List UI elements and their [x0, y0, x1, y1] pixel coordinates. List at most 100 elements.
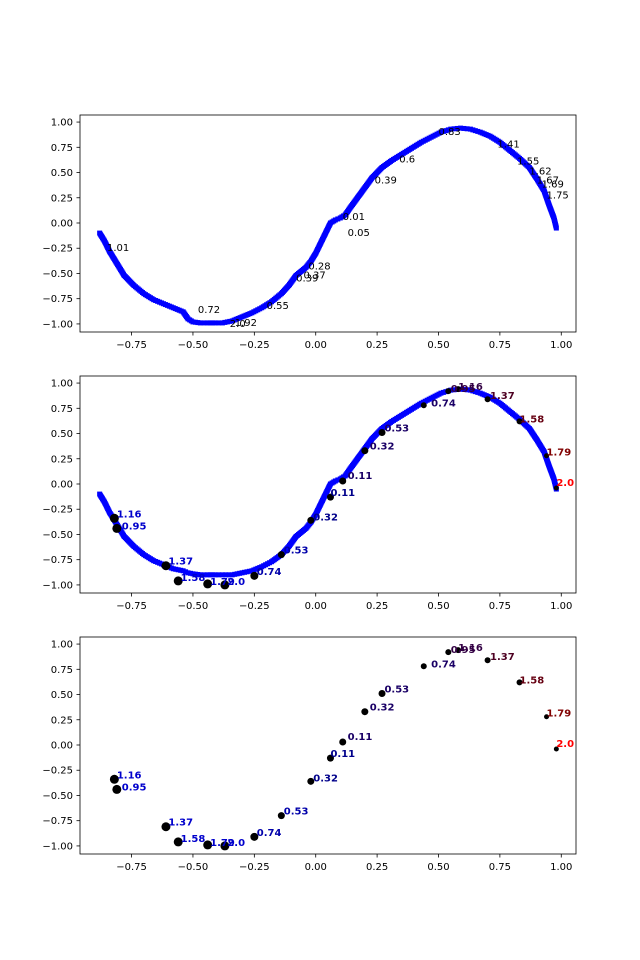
- y-tick-label: 0.00: [51, 218, 73, 229]
- axes-frame: [79, 114, 577, 333]
- y-tick-label: −1.00: [42, 841, 73, 852]
- data-point: [307, 516, 315, 524]
- point-label: 0.01: [343, 212, 365, 223]
- x-tick-label: −0.75: [116, 340, 147, 351]
- x-tick-label: 0.75: [489, 340, 511, 351]
- curve-marker: [219, 572, 225, 578]
- data-point: [553, 485, 559, 491]
- data-point: [250, 571, 259, 580]
- point-label: 0.74: [257, 567, 282, 578]
- point-label: 0.05: [348, 228, 370, 239]
- x-tick-label: −0.50: [178, 862, 209, 873]
- data-point: [203, 579, 213, 589]
- subplot-middle: −0.75 −0.50 −0.25 0.00 0.25 0.50 0.75 1.00 −1.00…: [42, 375, 577, 612]
- x-tick-label: 0.75: [489, 862, 511, 873]
- x-tick-label: −0.50: [178, 340, 209, 351]
- point-label: 1.55: [517, 156, 539, 167]
- data-point: [420, 402, 427, 409]
- point-label: 1.69: [542, 180, 564, 191]
- curve-marker: [451, 126, 457, 132]
- subplot-bottom: −0.75 −0.50 −0.25 0.00 0.25 0.50 0.75 1.00 −1.00…: [42, 636, 577, 873]
- data-point: [553, 746, 559, 752]
- data-point: [361, 447, 369, 455]
- data-point: [455, 386, 462, 393]
- axes-frame: [79, 636, 577, 855]
- point-label: 0.11: [330, 488, 355, 499]
- y-tick-label: 0.75: [51, 404, 73, 415]
- x-tick-label: 1.00: [550, 601, 572, 612]
- curve-marker: [212, 320, 218, 326]
- data-point: [378, 690, 386, 698]
- x-tick-label: 0.00: [305, 601, 327, 612]
- point-label: 1.92: [235, 318, 257, 329]
- y-tick-label: 0.75: [51, 665, 73, 676]
- curve-marker: [197, 572, 203, 578]
- data-point: [484, 657, 491, 664]
- y-tick-label: −0.50: [42, 269, 73, 280]
- data-point: [109, 513, 119, 523]
- y-tick-label: 0.00: [51, 740, 73, 751]
- curve-marker: [226, 572, 232, 578]
- point-label: 2.0: [227, 577, 245, 588]
- point-label: 0.32: [313, 773, 338, 784]
- data-point: [544, 453, 550, 459]
- point-label: 1.79: [210, 577, 235, 588]
- x-tick-label: 0.00: [305, 862, 327, 873]
- x-tick-label: 1.00: [550, 340, 572, 351]
- x-tick-label: 0.25: [366, 601, 388, 612]
- data-point: [484, 396, 491, 403]
- point-label: 2.0: [556, 739, 574, 750]
- curve-marker: [201, 572, 207, 578]
- curve-marker: [464, 126, 470, 132]
- y-tick-label: −0.75: [42, 555, 73, 566]
- y-tick-label: 0.50: [51, 690, 73, 701]
- point-label: 1.16: [117, 509, 142, 520]
- point-label: 2.0: [556, 478, 574, 489]
- point-label: 0.28: [308, 261, 330, 272]
- x-tick-label: −0.75: [116, 601, 147, 612]
- data-point: [220, 580, 230, 590]
- point-label: 0.83: [438, 127, 460, 138]
- point-label: 0.74: [431, 398, 456, 409]
- x-tick-label: 0.25: [366, 340, 388, 351]
- point-label: 0.95: [451, 645, 476, 656]
- curve-marker: [461, 386, 467, 392]
- series-1: [109, 386, 559, 590]
- point-label: 0.74: [431, 659, 456, 670]
- y-tick-label: −0.25: [42, 766, 73, 777]
- point-label: 1.58: [520, 675, 545, 686]
- point-label: 0.55: [267, 301, 289, 312]
- data-point: [250, 832, 259, 841]
- curve-marker: [461, 125, 467, 131]
- point-label: 0.53: [284, 546, 309, 557]
- data-point: [109, 774, 119, 784]
- curve-marker: [448, 126, 454, 132]
- data-point: [173, 576, 183, 586]
- point-label: 0.11: [348, 471, 373, 482]
- y-tick-label: 0.25: [51, 193, 73, 204]
- curve-marker: [223, 572, 229, 578]
- point-label: 0.11: [330, 749, 355, 760]
- point-label: 1.79: [210, 838, 235, 849]
- point-label: 1.62: [529, 167, 551, 178]
- data-point: [161, 561, 171, 571]
- series-0: [97, 125, 559, 326]
- data-point: [161, 822, 171, 832]
- point-label: 1.58: [181, 834, 206, 845]
- point-label: 0.95: [451, 384, 476, 395]
- point-label: 1.01: [107, 243, 129, 254]
- point-label: 1.58: [181, 573, 206, 584]
- point-label: 1.67: [537, 176, 559, 187]
- data-point: [112, 523, 122, 533]
- y-tick-label: −0.25: [42, 244, 73, 255]
- point-label: 1.37: [490, 652, 515, 663]
- curve-marker: [464, 387, 470, 393]
- data-point: [203, 840, 213, 850]
- curve-marker: [216, 572, 222, 578]
- y-tick-label: 0.50: [51, 168, 73, 179]
- y-tick-label: 0.75: [51, 143, 73, 154]
- data-point: [173, 837, 183, 847]
- axes-frame: [79, 375, 577, 594]
